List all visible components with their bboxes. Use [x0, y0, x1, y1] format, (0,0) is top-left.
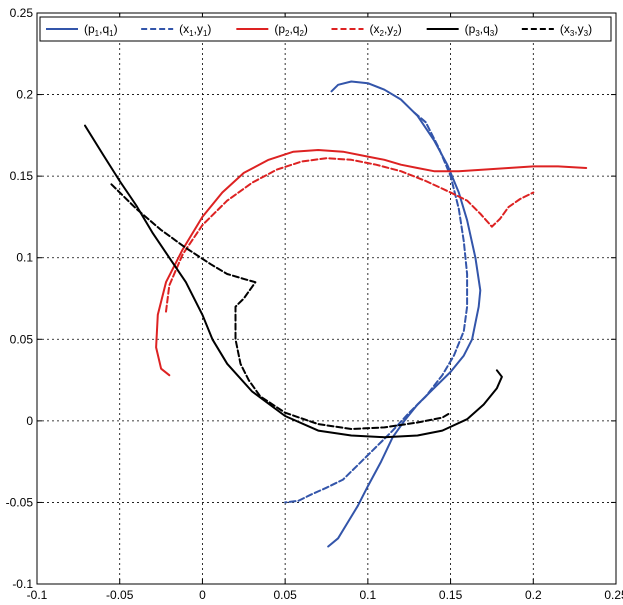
x-tick-label: 0 — [199, 588, 206, 602]
series-line-1 — [327, 80, 482, 548]
y-axis-ticks: -0.1 -0.05 0 0.05 0.1 0.15 0.2 0.25 — [6, 6, 616, 591]
y-tick-label: 0.2 — [16, 88, 33, 102]
legend-entry-label: (p2,q2) — [274, 22, 308, 38]
series-lines — [84, 80, 588, 548]
x-tick-label: 0.05 — [273, 588, 297, 602]
legend-entry-label: (x1,y1) — [179, 22, 211, 38]
x-tick-label: -0.1 — [27, 588, 48, 602]
y-tick-label: 0.15 — [10, 169, 34, 183]
plot-frame — [36, 12, 617, 585]
y-tick-label: 0.05 — [10, 332, 34, 346]
x-tick-label: 0.15 — [439, 588, 463, 602]
y-tick-label: 0 — [26, 414, 33, 428]
legend-entry-label: (x3,y3) — [560, 22, 592, 38]
legend-entry-label: (p3,q3) — [465, 22, 499, 38]
legend-entry-label: (p1,q1) — [84, 22, 118, 38]
x-tick-label: -0.05 — [106, 588, 134, 602]
y-tick-label: 0.1 — [16, 251, 33, 265]
series-line-2 — [284, 111, 469, 504]
series-line-5 — [84, 124, 503, 439]
y-tick-label: 0.25 — [10, 6, 34, 20]
series-line-3 — [155, 149, 588, 377]
legend-entry-label: (x2,y2) — [370, 22, 402, 38]
x-tick-label: 0.2 — [525, 588, 542, 602]
y-tick-label: -0.1 — [12, 577, 33, 591]
x-tick-label: 0.25 — [604, 588, 623, 602]
x-tick-label: 0.1 — [360, 588, 377, 602]
y-tick-label: -0.05 — [6, 495, 34, 509]
series-line-6 — [110, 183, 452, 430]
x-axis-ticks: -0.1 -0.05 0 0.05 0.1 0.15 0.2 0.25 — [27, 13, 623, 602]
legend-box — [39, 16, 612, 42]
series-line-4 — [165, 157, 535, 313]
grid — [37, 13, 616, 584]
legend: (p1,q1) (x1,y1) (p2,q2) (x2,y2) (p3,q3) (x3,y… — [39, 16, 612, 42]
